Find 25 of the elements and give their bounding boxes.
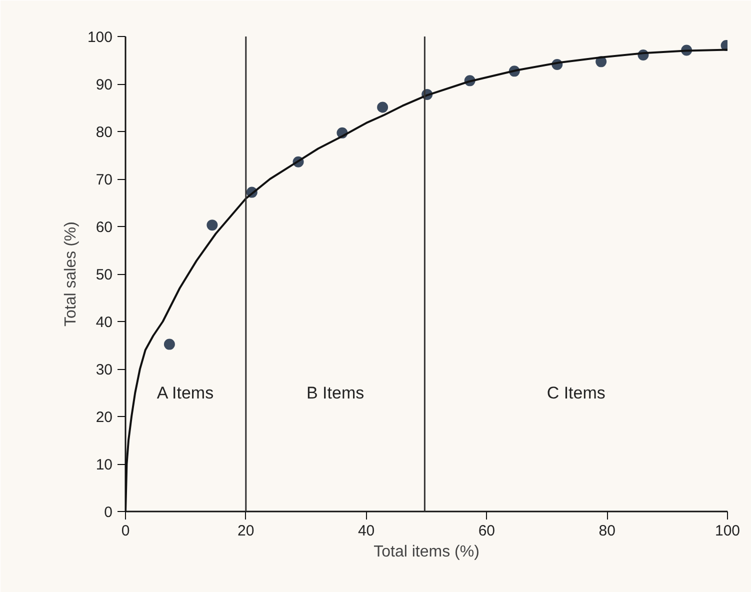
x-tick-label: 60 bbox=[478, 522, 496, 540]
y-tick-label: 60 bbox=[96, 219, 113, 236]
x-tick-label: 40 bbox=[358, 522, 375, 540]
y-tick-label: 20 bbox=[96, 409, 113, 426]
y-tick-label: 90 bbox=[96, 76, 113, 94]
y-axis-title: Total sales (%) bbox=[62, 222, 80, 326]
y-tick-label: 30 bbox=[96, 362, 113, 378]
y-tick-label: 40 bbox=[96, 314, 113, 331]
annotation: B Items bbox=[306, 383, 364, 402]
x-tick-label: 80 bbox=[598, 522, 616, 540]
annotation: C Items bbox=[546, 383, 606, 402]
x-tick-label: 20 bbox=[238, 522, 254, 540]
point bbox=[164, 338, 175, 350]
y-tick-label: 80 bbox=[96, 124, 113, 141]
x-axis-title: Total items (%) bbox=[374, 544, 480, 560]
y-tick-label: 100 bbox=[87, 29, 113, 46]
y-tick-label: 10 bbox=[96, 456, 113, 474]
x-tick-label: 0 bbox=[121, 522, 130, 540]
x-tick-label: 100 bbox=[714, 522, 740, 540]
point bbox=[377, 102, 388, 113]
y-tick-label: 70 bbox=[96, 172, 113, 188]
y-tick-label: 0 bbox=[104, 504, 112, 521]
annotation: A Items bbox=[156, 383, 214, 402]
y-tick-label: 50 bbox=[96, 266, 113, 284]
point bbox=[206, 220, 218, 231]
